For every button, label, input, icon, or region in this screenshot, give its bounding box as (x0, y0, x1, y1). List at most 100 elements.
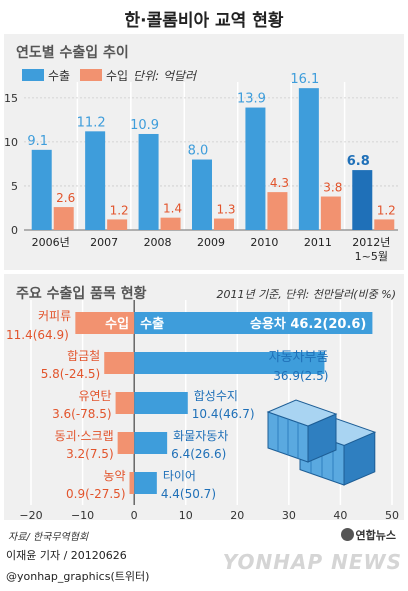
crate-face (266, 399, 338, 427)
chart1-bar-export (192, 159, 212, 230)
yonhap-logo: 연합뉴스 (340, 527, 396, 543)
chart2-bar-import (129, 472, 135, 494)
legend-import: 수입 (80, 67, 128, 84)
legend-import-label: 수입 (106, 69, 129, 83)
chart1-export-value-label: 6.8 (347, 154, 370, 169)
chart2-export-item-label: 타이어 (163, 469, 196, 483)
chart1-y-tick-label: 0 (11, 224, 18, 237)
chart1-y-tick-label: 10 (4, 136, 18, 149)
chart2-export-item-label: 합성수지 (194, 389, 238, 403)
chart2-export-item-value: 10.4(46.7) (192, 407, 255, 421)
chart1-bar-import (160, 217, 181, 230)
chart2-import-item-value: 3.6(-78.5) (52, 407, 112, 421)
chart2-x-tick-label: 0 (131, 509, 138, 522)
chart2-x-tick-label: −20 (19, 509, 42, 522)
chart1-bar-import (53, 207, 74, 230)
chart2-bar-import (117, 432, 135, 454)
chart1-bar-import (320, 196, 341, 230)
chart2-bar-import (75, 312, 135, 334)
twitter-handle: @yonhap_graphics(트위터) (6, 570, 150, 583)
chart1-bar-import (374, 219, 395, 230)
source-note: 자료/ 한국무역협회 (8, 532, 89, 543)
chart1-y-tick-label: 15 (4, 92, 18, 105)
chart2-note: 2011년 기준, 단위: 천만달러(비중 %) (216, 288, 396, 301)
chart1-export-value-label: 8.0 (188, 144, 209, 159)
chart1-bar-export (298, 88, 319, 231)
watermark: YONHAP NEWS (222, 550, 402, 574)
chart1-svg: 0 5 10 15 9.1 2.6 2006년 11.2 1.2 2007 10.9 1.4 2008 8… (4, 72, 398, 263)
chart1-export-value-label: 11.2 (77, 115, 106, 130)
chart1-bar-export (245, 107, 266, 230)
chart2-svg: −20 −10 0 10 20 30 40 50 승용차 46.2(20.6) 자동차부품 36.9… (6, 300, 399, 522)
chart2-bar-export (134, 392, 188, 414)
legend-export-swatch (22, 69, 44, 81)
chart1-import-value-label: 1.3 (216, 203, 235, 217)
chart2-import-item-value: 0.9(-27.5) (66, 487, 126, 501)
chart1-x-tick-label-line2: 1~5월 (355, 250, 388, 263)
chart2-import-item-label: 합금철 (67, 349, 100, 363)
chart2-bar-import (115, 392, 135, 414)
credit: 이재윤 기자 / 20120626 (6, 549, 127, 562)
chart2-import-item-label: 동괴·스크랩 (55, 429, 114, 443)
chart1-export-value-label: 16.1 (290, 72, 319, 87)
chart1-panel (4, 34, 404, 270)
chart2-import-header-label: 수입 (105, 317, 129, 332)
chart2-export-item-label: 자동차부품 (269, 350, 329, 365)
chart1-bar-export (352, 170, 373, 230)
chart2-export-item-value: 6.4(26.6) (171, 447, 226, 461)
chart2-import-item-value: 11.4(64.9) (6, 328, 69, 342)
chart2-export-header-label: 수출 (140, 316, 164, 332)
chart2-x-tick-label: 20 (230, 509, 244, 522)
chart2-export-item-label: 승용차 46.2(20.6) (250, 316, 366, 332)
chart2-bar-export (134, 432, 168, 454)
chart1-title: 연도별 수출입 추이 (16, 45, 129, 61)
logo-mark-icon (340, 528, 354, 541)
chart2-x-tick-label: −10 (71, 509, 94, 522)
chart1-import-value-label: 2.6 (56, 191, 75, 205)
chart1-x-tick-label: 2006년 (32, 236, 70, 249)
chart2-import-item-label: 농약 (103, 468, 125, 483)
chart1-import-value-label: 3.8 (323, 181, 342, 195)
page-title: 한·콜롬비아 교역 현황 (124, 11, 284, 31)
chart1-import-value-label: 1.2 (377, 203, 396, 217)
chart1-unit: 단위: 억달러 (133, 69, 197, 83)
chart1-export-value-label: 9.1 (27, 134, 48, 149)
chart2-export-item-value: 36.9(2.5) (273, 369, 328, 383)
chart1-x-tick-label: 2010 (250, 236, 278, 249)
chart1-x-tick-label: 2007 (90, 236, 118, 249)
chart2-export-item-label: 화물자동차 (173, 429, 228, 443)
chart2-bar-export (134, 352, 325, 374)
chart1-import-value-label: 4.3 (270, 176, 289, 190)
chart2-import-item-label: 유연탄 (78, 389, 111, 403)
chart2-title: 주요 수출입 품목 현황 (16, 286, 147, 302)
logo-text: 연합뉴스 (355, 529, 396, 542)
shipping-crates-icon (266, 399, 377, 486)
chart2-x-tick-label: 40 (333, 509, 347, 522)
chart1-x-tick-label: 2008 (144, 236, 172, 249)
chart1-x-tick-label: 2012년 (352, 236, 390, 249)
chart1-export-value-label: 13.9 (237, 92, 266, 107)
chart2-bar-export (134, 312, 373, 334)
chart1-y-tick-label: 5 (11, 180, 18, 193)
chart2-bar-export (134, 472, 157, 494)
chart2-bar-import (104, 352, 135, 374)
chart1-bar-import (267, 192, 288, 230)
chart1-export-value-label: 10.9 (130, 118, 159, 133)
chart2-x-tick-label: 50 (385, 509, 399, 522)
chart1-bar-export (31, 149, 52, 230)
chart1-x-tick-label: 2011 (304, 236, 332, 249)
chart1-bar-import (107, 219, 128, 230)
chart1-bar-import (214, 218, 234, 230)
chart1-import-value-label: 1.2 (110, 203, 129, 217)
chart1-x-tick-label: 2009 (197, 236, 225, 249)
legend-export-label: 수출 (48, 69, 71, 83)
legend-import-swatch (80, 69, 102, 81)
chart2-x-tick-label: 10 (179, 509, 193, 522)
chart2-x-tick-label: 30 (282, 509, 296, 522)
chart2-import-item-value: 5.8(-24.5) (41, 367, 101, 381)
chart2-export-item-value: 4.4(50.7) (161, 487, 216, 501)
legend-export: 수출 (22, 67, 70, 84)
chart1-bar-export (85, 131, 106, 230)
chart1-import-value-label: 1.4 (163, 202, 182, 216)
